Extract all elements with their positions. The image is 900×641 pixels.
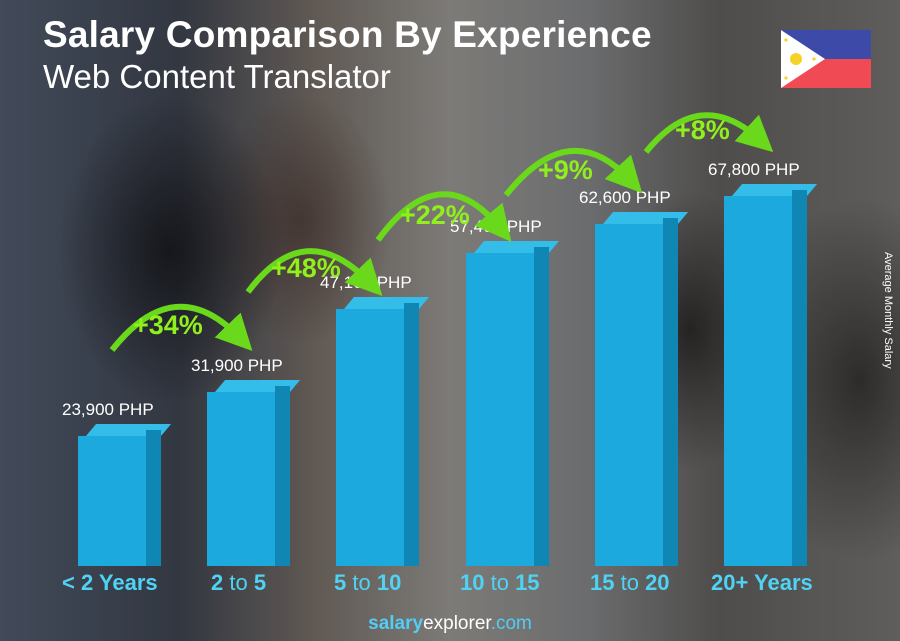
chart-subtitle: Web Content Translator bbox=[43, 58, 391, 95]
increase-label: +9% bbox=[538, 155, 593, 185]
category-label: 5 to 10 bbox=[334, 570, 402, 595]
value-label: 67,800 PHP bbox=[708, 160, 800, 179]
increase-label: +8% bbox=[675, 115, 730, 145]
arrow-icon bbox=[245, 248, 383, 297]
site-brand: salaryexplorer.com bbox=[368, 613, 532, 634]
chart-title: Salary Comparison By Experience bbox=[43, 14, 652, 55]
bar bbox=[336, 297, 430, 566]
category-label: 15 to 20 bbox=[590, 570, 670, 595]
bar bbox=[466, 241, 560, 566]
arrow-icon bbox=[375, 191, 512, 242]
value-label: 23,900 PHP bbox=[62, 400, 154, 419]
arrow-icon bbox=[643, 112, 774, 154]
bar bbox=[724, 184, 818, 566]
arrow-icon bbox=[503, 147, 643, 197]
category-label: 2 to 5 bbox=[211, 570, 267, 595]
bar bbox=[595, 212, 689, 566]
philippines-flag-icon bbox=[781, 30, 871, 88]
category-label: 10 to 15 bbox=[460, 570, 540, 595]
category-label: 20+ Years bbox=[711, 570, 813, 595]
increase-label: +34% bbox=[133, 310, 203, 340]
increase-label: +22% bbox=[400, 200, 470, 230]
bar bbox=[207, 380, 301, 566]
increase-label: +48% bbox=[271, 253, 341, 283]
bar bbox=[78, 424, 172, 566]
arrow-icon bbox=[109, 303, 253, 352]
value-label: 62,600 PHP bbox=[579, 188, 671, 207]
value-label: 31,900 PHP bbox=[191, 356, 283, 375]
category-label: < 2 Years bbox=[62, 570, 158, 595]
